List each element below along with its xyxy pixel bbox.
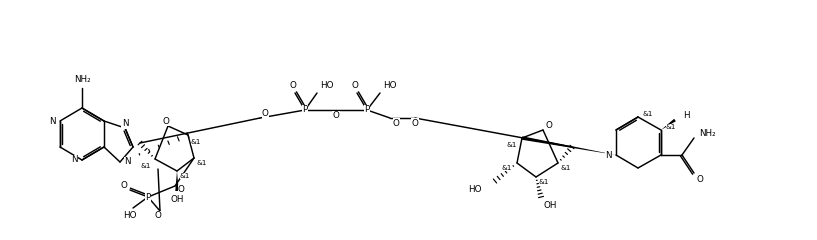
Text: P: P: [364, 106, 369, 114]
Text: &1: &1: [561, 165, 571, 171]
Text: N: N: [605, 150, 612, 160]
Polygon shape: [661, 119, 676, 130]
Text: O: O: [262, 109, 269, 119]
Text: OH: OH: [170, 196, 184, 204]
Text: N: N: [72, 156, 78, 164]
Text: OH: OH: [544, 202, 557, 210]
Text: P: P: [302, 106, 308, 114]
Polygon shape: [176, 171, 179, 191]
Text: N: N: [124, 157, 131, 167]
Text: &1: &1: [141, 163, 151, 169]
Text: &1: &1: [180, 173, 190, 179]
Text: HO: HO: [383, 82, 396, 90]
Text: O: O: [120, 180, 127, 190]
Text: NH₂: NH₂: [74, 76, 91, 84]
Text: O: O: [163, 116, 169, 126]
Text: O: O: [393, 119, 400, 127]
Text: O: O: [351, 82, 359, 90]
Text: P: P: [145, 192, 150, 202]
Text: &1: &1: [197, 160, 208, 166]
Text: &1: &1: [502, 165, 512, 171]
Text: HO: HO: [320, 82, 333, 90]
Text: H: H: [683, 112, 690, 120]
Text: O: O: [697, 175, 704, 185]
Text: N: N: [50, 116, 56, 126]
Text: HO: HO: [123, 210, 136, 220]
Text: NH₂: NH₂: [699, 130, 716, 138]
Text: &1: &1: [507, 142, 517, 148]
Text: &1: &1: [666, 124, 676, 130]
Text: &1: &1: [539, 179, 549, 185]
Text: &1: &1: [191, 139, 201, 145]
Polygon shape: [522, 136, 616, 155]
Text: O: O: [546, 121, 553, 131]
Text: O: O: [154, 211, 162, 221]
Text: O: O: [333, 112, 339, 120]
Text: O: O: [412, 119, 418, 127]
Text: HO: HO: [468, 185, 482, 193]
Text: &1: &1: [643, 111, 654, 117]
Text: N: N: [122, 120, 128, 128]
Text: O: O: [289, 82, 297, 90]
Text: O: O: [178, 186, 185, 194]
